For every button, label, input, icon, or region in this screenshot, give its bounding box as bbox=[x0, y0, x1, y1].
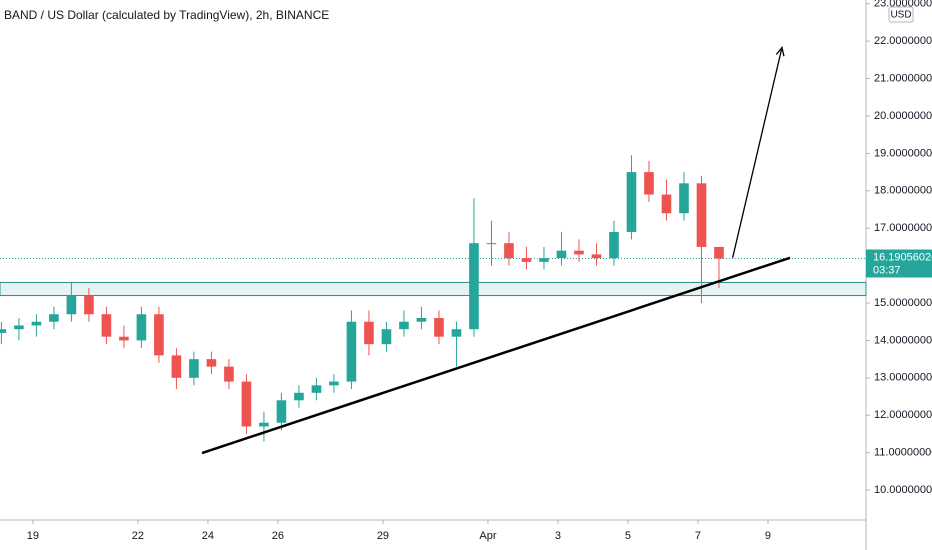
candle-body bbox=[206, 359, 217, 367]
candle-body bbox=[329, 381, 339, 386]
y-tick-label: 17.00000000 bbox=[874, 222, 932, 234]
candle-body bbox=[364, 321, 374, 345]
candle-body bbox=[451, 329, 462, 337]
countdown: 03:37 bbox=[873, 264, 901, 276]
candle-body bbox=[574, 250, 584, 255]
x-tick-label: Apr bbox=[479, 530, 496, 542]
candle-body bbox=[626, 172, 637, 232]
arrow-head bbox=[775, 46, 785, 57]
y-tick-label: 11.00000000 bbox=[874, 447, 932, 459]
currency-box[interactable] bbox=[888, 6, 914, 23]
candle-body bbox=[381, 329, 392, 345]
candle-body bbox=[591, 254, 602, 259]
candle-body bbox=[311, 385, 322, 393]
candle-body bbox=[486, 243, 497, 245]
y-tick-label: 10.00000000 bbox=[874, 484, 932, 496]
y-tick-label: 20.00000000 bbox=[874, 110, 932, 122]
candle-body bbox=[644, 172, 654, 195]
chart-title: BAND / US Dollar (calculated by TradingV… bbox=[4, 8, 329, 22]
candle-body bbox=[66, 295, 77, 315]
x-tick-label: 5 bbox=[625, 530, 631, 542]
x-tick-label: 9 bbox=[765, 530, 771, 542]
x-tick-label: 22 bbox=[132, 530, 144, 542]
candle-body bbox=[154, 314, 164, 356]
x-tick-label: 7 bbox=[695, 530, 701, 542]
y-tick-label: 22.00000000 bbox=[874, 35, 932, 47]
y-tick-label: 15.00000000 bbox=[874, 297, 932, 309]
candle-body bbox=[189, 359, 199, 378]
candle-body bbox=[399, 321, 409, 330]
last-price-box bbox=[866, 249, 932, 278]
candle-body bbox=[696, 183, 707, 247]
candle-body bbox=[539, 258, 549, 262]
candle-body bbox=[346, 321, 357, 382]
candle-body bbox=[224, 366, 234, 382]
candle-body bbox=[556, 250, 567, 259]
plot-area bbox=[0, 46, 867, 455]
candle-body bbox=[714, 246, 724, 259]
x-tick-label: 26 bbox=[272, 530, 284, 542]
y-tick-label: 13.00000000 bbox=[874, 372, 932, 384]
last-price-label: 16.19056026 bbox=[873, 251, 932, 263]
candle-body bbox=[679, 183, 689, 214]
candle-body bbox=[49, 314, 59, 322]
y-tick-label: 12.00000000 bbox=[874, 409, 932, 421]
candle-body bbox=[119, 336, 129, 341]
candle-body bbox=[469, 243, 479, 330]
x-tick-label: 3 bbox=[555, 530, 561, 542]
candle-body bbox=[294, 392, 304, 401]
candle-body bbox=[609, 231, 619, 259]
x-tick-label: 29 bbox=[377, 530, 389, 542]
y-tick-label: 21.00000000 bbox=[874, 72, 932, 84]
candle-body bbox=[416, 317, 427, 322]
candle-body bbox=[31, 321, 42, 326]
candle-body bbox=[136, 314, 147, 341]
y-tick-label: 18.00000000 bbox=[874, 185, 932, 197]
candle-body bbox=[241, 381, 252, 427]
y-tick-label: 19.00000000 bbox=[874, 147, 932, 159]
candle-body bbox=[504, 243, 514, 259]
candle-body bbox=[14, 325, 24, 330]
y-tick-label: 23.00000000 bbox=[874, 0, 932, 10]
candle-body bbox=[259, 422, 269, 427]
candle-body bbox=[171, 355, 182, 378]
x-tick-label: 19 bbox=[27, 530, 39, 542]
y-tick-label: 14.00000000 bbox=[874, 334, 932, 346]
x-tick-label: 24 bbox=[202, 530, 214, 542]
trendline bbox=[201, 256, 791, 455]
currency: USD bbox=[890, 10, 911, 21]
candle-body bbox=[521, 258, 532, 262]
candle-body bbox=[0, 329, 7, 333]
candle-body bbox=[276, 400, 287, 423]
candle-body bbox=[661, 194, 672, 214]
candle-body bbox=[434, 317, 444, 337]
arrow bbox=[732, 47, 783, 258]
candle-body bbox=[101, 314, 112, 337]
candle-body bbox=[84, 295, 94, 315]
support-zone bbox=[0, 281, 867, 297]
